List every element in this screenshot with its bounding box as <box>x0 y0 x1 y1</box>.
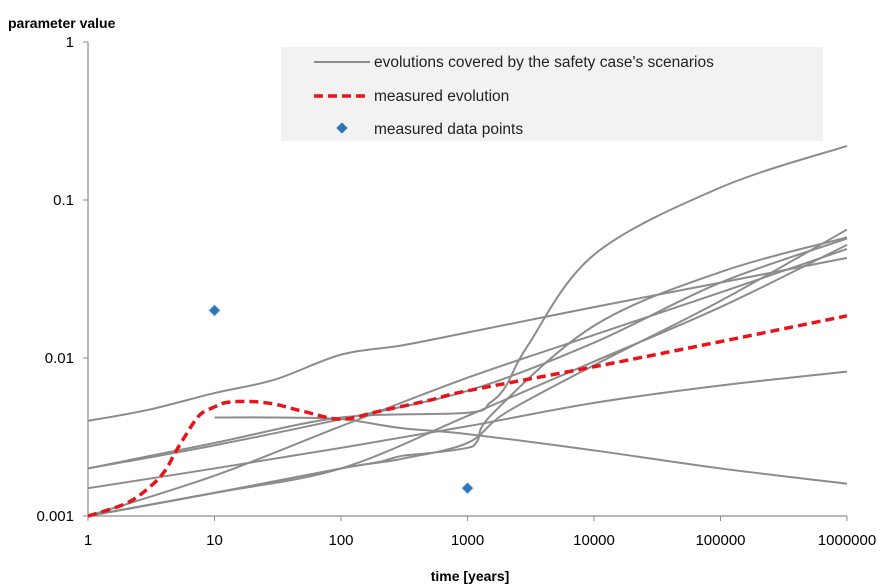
x-ticks: 1 10 100 1000 10000 100000 1000000 <box>84 516 876 549</box>
x-tick-label: 10000 <box>573 532 615 549</box>
data-point-marker <box>208 304 221 317</box>
scenario-line <box>87 237 848 470</box>
y-ticks: 0.001 0.01 0.1 1 <box>36 34 88 525</box>
y-tick-label: 1 <box>66 34 74 51</box>
y-axis-title: parameter value <box>8 15 116 31</box>
scenario-line <box>87 243 848 517</box>
legend: evolutions covered by the safety case's … <box>281 47 823 141</box>
measured-evolution-line <box>87 314 848 518</box>
legend-label-data-points: measured data points <box>374 121 523 138</box>
x-tick-label: 100 <box>328 532 353 549</box>
scenario-line <box>87 248 848 517</box>
scenario-line <box>87 144 848 470</box>
x-tick-label: 10 <box>206 532 223 549</box>
y-tick-label: 0.01 <box>45 350 74 367</box>
x-tick-label: 1000 <box>451 532 484 549</box>
y-tick-label: 0.1 <box>53 192 74 209</box>
data-point-marker <box>461 481 474 495</box>
legend-background <box>281 47 823 141</box>
x-tick-label: 100000 <box>695 532 745 549</box>
series <box>87 144 848 518</box>
scenario-line <box>87 370 848 490</box>
scenario-line <box>87 236 848 517</box>
x-axis-title: time [years] <box>431 568 510 584</box>
x-tick-label: 1000000 <box>818 532 876 549</box>
scenario-line <box>214 416 848 485</box>
scenario-line <box>87 256 848 422</box>
data-points <box>208 304 474 495</box>
scenario-line <box>87 228 848 517</box>
x-tick-label: 1 <box>84 532 92 549</box>
legend-label-scenario: evolutions covered by the safety case's … <box>374 54 714 71</box>
y-tick-label: 0.001 <box>36 508 74 525</box>
legend-label-measured-evolution: measured evolution <box>374 88 509 105</box>
